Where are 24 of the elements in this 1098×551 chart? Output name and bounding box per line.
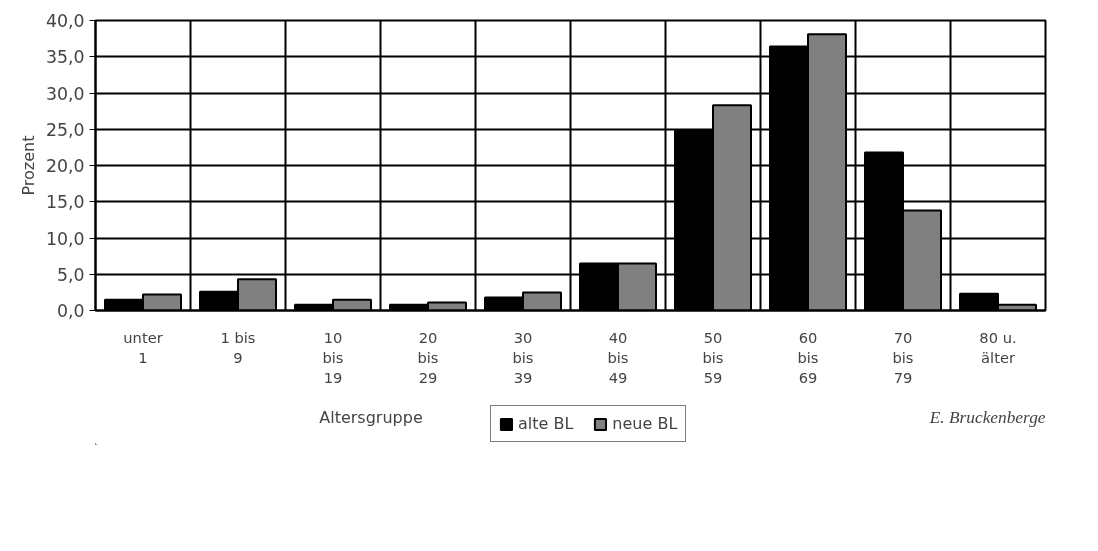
- x-tick-label: 10 bis 19: [322, 328, 344, 387]
- x-tick-label: 80 u. älter: [979, 328, 1017, 366]
- x-tick-label: 30 bis 39: [512, 328, 534, 387]
- y-tick-label: 5,0: [56, 264, 85, 285]
- x-tick-label: 70 bis 79: [892, 328, 914, 387]
- y-tick-label: 30,0: [45, 83, 85, 104]
- y-tick-label: 40,0: [45, 11, 85, 31]
- y-tick-label: 15,0: [45, 192, 85, 213]
- x-tick-label: 40 bis 49: [607, 328, 629, 387]
- y-tick-label: 35,0: [45, 47, 85, 68]
- x-tick-label: 60 bis 69: [797, 328, 819, 387]
- x-tick-label: unter 1: [123, 328, 164, 366]
- x-tick-label: 50 bis 59: [702, 328, 724, 387]
- x-axis-title: Altersgruppe: [319, 407, 423, 427]
- y-tick-label: 20,0: [45, 156, 85, 176]
- y-tick-label: 0,0: [56, 301, 85, 321]
- x-tick-label: 20 bis 29: [417, 328, 439, 387]
- x-tick-label: 1 bis 9: [220, 328, 256, 366]
- text: E. Bruckenberge: [928, 407, 1046, 427]
- legend-label: neue BL: [612, 414, 678, 433]
- y-axis-title: Prozent: [18, 135, 38, 196]
- y-tick-label: 25,0: [45, 119, 85, 140]
- y-tick-label: 10,0: [45, 228, 85, 249]
- legend-label: alte BL: [518, 414, 574, 433]
